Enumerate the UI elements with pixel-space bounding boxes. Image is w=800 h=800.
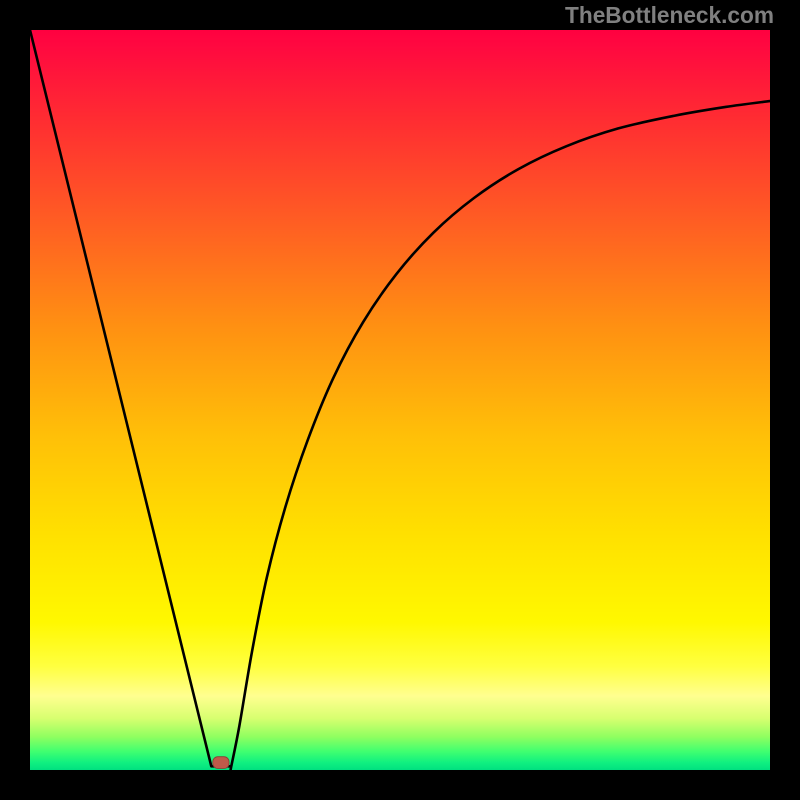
watermark-label: TheBottleneck.com [565, 2, 774, 29]
chart-frame: TheBottleneck.com [0, 0, 800, 800]
curve-layer [30, 30, 770, 770]
plot-area [30, 30, 770, 770]
valley-marker [213, 757, 229, 769]
bottleneck-curve [30, 30, 770, 769]
